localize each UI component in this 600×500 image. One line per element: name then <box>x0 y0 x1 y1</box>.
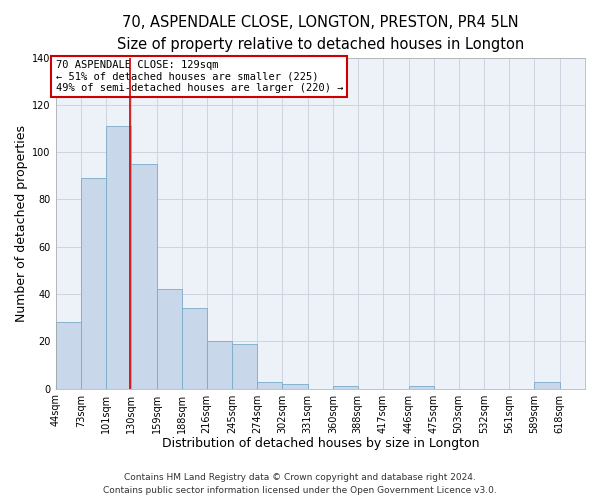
Text: 70 ASPENDALE CLOSE: 129sqm
← 51% of detached houses are smaller (225)
49% of sem: 70 ASPENDALE CLOSE: 129sqm ← 51% of deta… <box>56 60 343 93</box>
Bar <box>409 386 434 388</box>
Bar <box>56 322 81 388</box>
Bar <box>182 308 206 388</box>
Bar <box>206 342 232 388</box>
Bar <box>106 126 131 388</box>
Y-axis label: Number of detached properties: Number of detached properties <box>15 124 28 322</box>
Title: 70, ASPENDALE CLOSE, LONGTON, PRESTON, PR4 5LN
Size of property relative to deta: 70, ASPENDALE CLOSE, LONGTON, PRESTON, P… <box>116 15 524 52</box>
Bar <box>232 344 257 388</box>
Bar <box>131 164 157 388</box>
Bar <box>333 386 358 388</box>
Bar <box>282 384 308 388</box>
Bar <box>257 382 282 388</box>
Bar <box>157 290 182 388</box>
Text: Contains HM Land Registry data © Crown copyright and database right 2024.
Contai: Contains HM Land Registry data © Crown c… <box>103 474 497 495</box>
Bar <box>81 178 106 388</box>
Bar <box>534 382 560 388</box>
X-axis label: Distribution of detached houses by size in Longton: Distribution of detached houses by size … <box>161 437 479 450</box>
